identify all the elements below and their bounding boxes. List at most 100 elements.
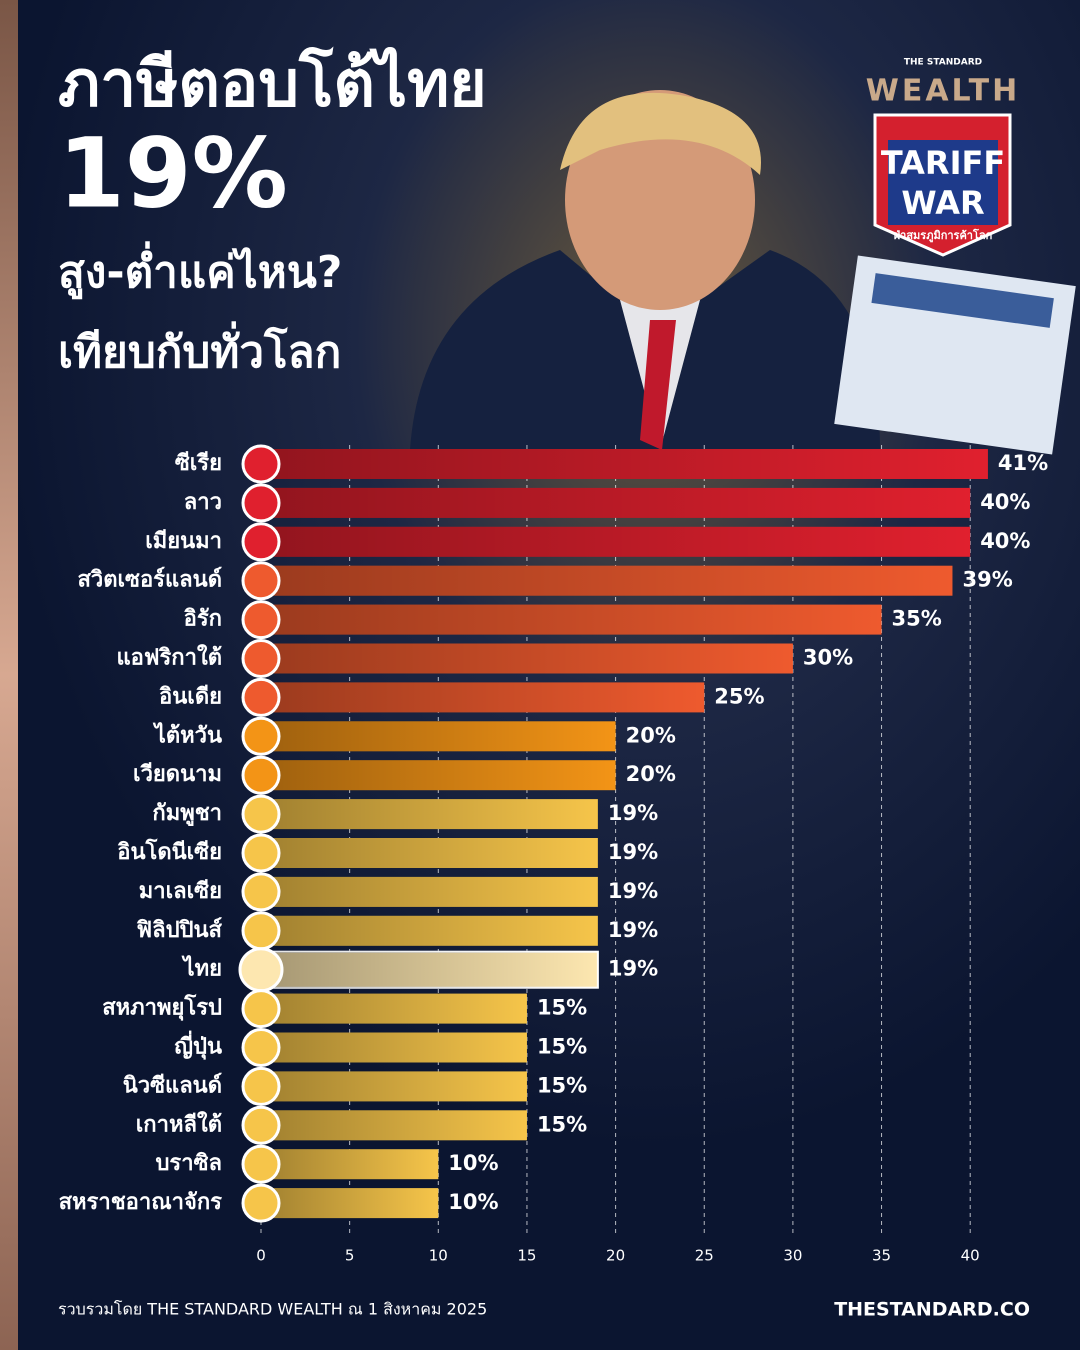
logo-brand-top: THE STANDARD — [904, 58, 982, 68]
value-label: 30% — [803, 646, 853, 670]
flag-icon — [241, 1028, 281, 1067]
logo-badge: TARIFF — [881, 144, 1005, 182]
flag-icon — [241, 639, 281, 678]
logo-caption: ฝ่าสมรภูมิการค้าโลก — [894, 228, 993, 243]
flag-icon — [241, 1066, 281, 1106]
category-label: ฟิลิปปินส์ — [137, 917, 223, 943]
value-label: 15% — [537, 1073, 587, 1097]
value-label: 15% — [537, 1112, 587, 1136]
bar-shade — [261, 760, 616, 791]
flag-icon — [241, 677, 281, 717]
headline: 19% — [58, 117, 288, 229]
category-label: อินเดีย — [159, 684, 222, 709]
document-image — [834, 255, 1076, 455]
x-tick-label: 5 — [345, 1247, 355, 1265]
title: ภาษีตอบโต้ไทย — [58, 46, 487, 122]
bar-shade — [261, 565, 953, 596]
logo-brand: WEALTH — [866, 74, 1021, 109]
category-label: ไทย — [182, 955, 222, 982]
category-label: อินโดนีเซีย — [117, 838, 222, 865]
category-label: บราซิล — [155, 1151, 222, 1176]
category-label: สวิตเซอร์แลนด์ — [77, 567, 222, 593]
flag-icon — [241, 483, 281, 523]
flag-icon — [238, 947, 284, 993]
logo: THE STANDARD WEALTH TARIFF WAR ฝ่าสมรภูม… — [866, 58, 1021, 257]
value-label: 15% — [537, 996, 587, 1020]
flag-icon — [241, 444, 281, 484]
value-label: 19% — [608, 918, 658, 942]
subtitle: เทียบกับทั่วโลก — [58, 321, 341, 378]
category-label: แอฟริกาใต้ — [117, 644, 223, 671]
flag-icon — [241, 561, 281, 601]
bar-shade — [261, 1110, 527, 1141]
bar-shade — [261, 1032, 527, 1063]
category-label: กัมพูชา — [152, 801, 222, 827]
category-label: ลาว — [184, 490, 222, 515]
bar-shade — [261, 682, 705, 713]
flag-icon — [241, 1105, 281, 1145]
flag-icon — [241, 755, 281, 795]
bar-shade — [261, 643, 793, 674]
category-label: มาเลเซีย — [139, 879, 222, 904]
category-label: อิรัก — [184, 607, 222, 632]
flag-icon — [241, 1144, 281, 1184]
value-label: 19% — [608, 957, 658, 981]
value-label: 40% — [980, 490, 1030, 514]
bar-shade — [261, 915, 598, 946]
flag-icon — [241, 600, 281, 640]
category-label: เมียนมา — [145, 529, 222, 554]
value-label: 25% — [714, 684, 764, 708]
bar-shade — [261, 1071, 527, 1102]
bar-shade — [261, 604, 882, 635]
bar-shade — [261, 876, 598, 907]
x-tick-label: 25 — [695, 1247, 714, 1265]
portrait — [410, 90, 880, 450]
value-label: 20% — [626, 762, 676, 786]
flag-icon — [241, 872, 281, 912]
flag-icon — [241, 989, 281, 1029]
value-label: 19% — [608, 879, 658, 903]
edge-strip — [0, 0, 18, 1350]
bar-shade — [261, 487, 971, 518]
bar-shade — [261, 1149, 439, 1180]
value-label: 15% — [537, 1035, 587, 1059]
flag-icon — [241, 911, 281, 951]
flag-icon — [241, 716, 281, 756]
category-label: ซีเรีย — [175, 451, 222, 476]
flag-icon — [241, 833, 281, 873]
bar-shade — [261, 1188, 439, 1219]
value-label: 40% — [980, 529, 1030, 553]
bar-shade — [261, 799, 598, 830]
category-label: สหภาพยุโรป — [102, 994, 222, 1022]
source: รวบรวมโดย THE STANDARD WEALTH ณ 1 สิงหาค… — [58, 1300, 487, 1319]
value-label: 35% — [892, 607, 942, 631]
bar-shade — [261, 721, 616, 752]
x-tick-label: 40 — [961, 1247, 980, 1265]
x-tick-label: 20 — [606, 1247, 625, 1265]
value-label: 19% — [608, 801, 658, 825]
x-tick-label: 35 — [872, 1247, 891, 1265]
x-tick-label: 30 — [783, 1247, 802, 1265]
value-label: 19% — [608, 840, 658, 864]
bar-shade — [261, 993, 527, 1024]
category-label: สหราชอาณาจักร — [59, 1190, 223, 1215]
logo-badge: WAR — [901, 184, 984, 222]
subtitle: สูง-ต่ำแค่ไหน? — [58, 241, 342, 299]
x-tick-label: 0 — [256, 1247, 266, 1265]
x-tick-label: 10 — [429, 1247, 448, 1265]
x-tick-label: 15 — [517, 1247, 536, 1265]
value-label: 10% — [448, 1151, 498, 1175]
category-label: เวียดนาม — [133, 762, 222, 787]
value-label: 39% — [962, 568, 1012, 592]
value-label: 41% — [998, 451, 1048, 475]
category-label: ไต้หวัน — [153, 721, 222, 748]
site: THESTANDARD.CO — [834, 1299, 1030, 1321]
value-label: 20% — [626, 723, 676, 747]
bar-shade — [261, 526, 971, 557]
flag-icon — [241, 1183, 281, 1223]
category-label: นิวซีแลนด์ — [123, 1072, 222, 1098]
flag-icon — [241, 794, 281, 834]
category-label: ญี่ปุ่น — [174, 1030, 222, 1061]
